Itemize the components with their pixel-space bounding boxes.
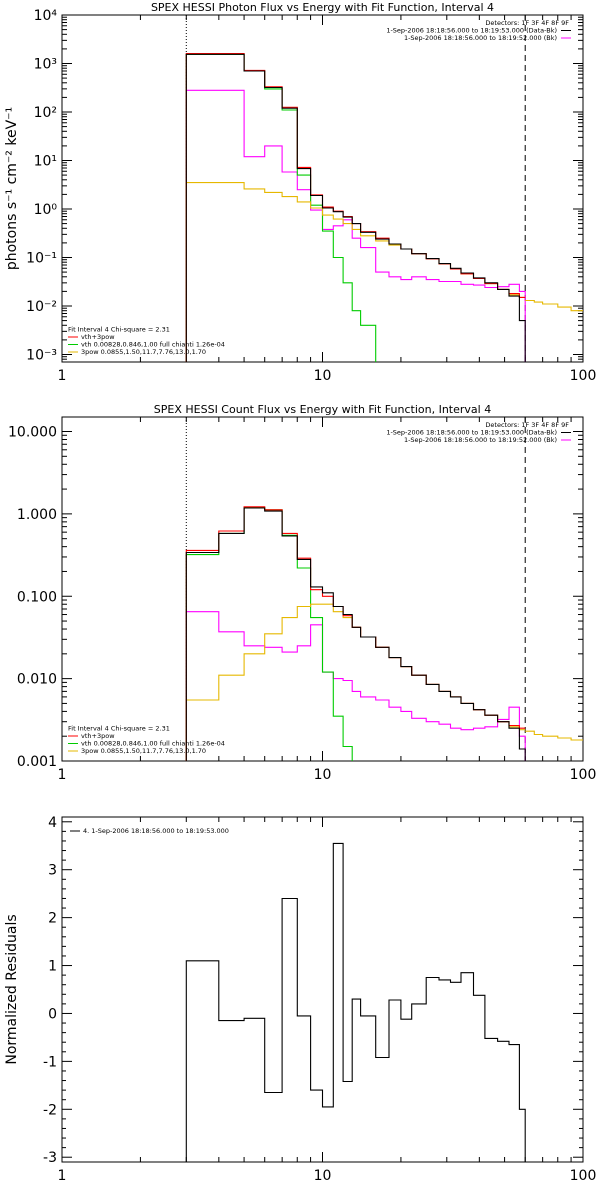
- series-data-bk: [185, 507, 526, 761]
- y-tick-label: -3: [43, 1150, 57, 1166]
- legend-entry-top-right: 1-Sep-2006 18:18:56.000 to 18:19:52.000 …: [404, 436, 557, 444]
- y-tick-label: 0.100: [17, 589, 57, 605]
- y-tick-label: 3: [48, 863, 57, 879]
- series-3pow-tail: [525, 299, 583, 312]
- series-3pow: [185, 603, 526, 761]
- legend-entry-top-right: Detectors: 1F 3F 4F 8F 9F: [485, 19, 569, 27]
- legend-entry-top-right: 1-Sep-2006 18:18:56.000 to 18:19:53.000 …: [386, 429, 557, 437]
- series-vth: [185, 53, 377, 362]
- legend-entry-bottom-left: 3pow 0.0855,1.50,11.7,7.76,13.0,1.70: [81, 747, 206, 755]
- x-tick-label: 1: [58, 767, 67, 783]
- y-tick-label: 0.001: [17, 754, 57, 770]
- x-tick-label: 10: [314, 1168, 332, 1184]
- legend-entry-bottom-left: vth+3pow: [81, 333, 115, 341]
- x-tick-label: 100: [570, 368, 597, 384]
- chart-title: SPEX HESSI Count Flux vs Energy with Fit…: [154, 403, 491, 416]
- data-series-group: [185, 506, 583, 761]
- y-tick-label: 4: [48, 815, 57, 831]
- series-bk: [185, 611, 526, 761]
- plot-frame: [61, 816, 584, 1163]
- series-data-bk: [185, 53, 526, 362]
- series-3pow: [185, 182, 526, 362]
- legend-entry-bottom-left: vth 0.00828,0.846,1.00 full chianti 1.26…: [81, 341, 225, 349]
- y-tick-label: -1: [43, 1054, 57, 1070]
- y-tick-label: -2: [43, 1102, 57, 1118]
- data-series-group: [185, 842, 526, 1162]
- y-tick-label: 10³: [34, 56, 57, 72]
- y-axis-label: photons s⁻¹ cm⁻² keV⁻¹: [4, 107, 20, 270]
- data-series-group: [185, 53, 583, 362]
- panel-1: SPEX HESSI Photon Flux vs Energy with Fi…: [4, 1, 596, 384]
- chart-title: SPEX HESSI Photon Flux vs Energy with Fi…: [151, 1, 494, 14]
- y-tick-label: 1: [48, 959, 57, 975]
- x-tick-label: 1: [58, 1168, 67, 1184]
- legend-entry-bottom-left: Fit Interval 4 Chi-square = 2.31: [68, 326, 170, 334]
- plot-frame: [61, 14, 584, 363]
- y-tick-label: 10²: [34, 105, 57, 121]
- legend-entry-top-right: 1-Sep-2006 18:18:56.000 to 18:19:53.000 …: [386, 27, 557, 35]
- panel-3: 1 10 100 -3 -2 -1 0 1 2 3 4 Normalized Residuals 4. …: [4, 815, 596, 1184]
- y-tick-label: 2: [48, 911, 57, 927]
- x-tick-label: 100: [570, 767, 597, 783]
- legend-entry-top-left: 4. 1-Sep-2006 18:18:56.000 to 18:19:53.0…: [83, 827, 229, 835]
- legend-entry-bottom-left: Fit Interval 4 Chi-square = 2.31: [68, 725, 170, 733]
- y-tick-label: 1.000: [17, 507, 57, 523]
- legend-entry-bottom-left: vth+3pow: [81, 732, 115, 740]
- series-3pow-tail: [525, 730, 583, 741]
- legend-entry-bottom-left: 3pow 0.0855,1.50,11.7,7.76,13.0,1.70: [81, 348, 206, 356]
- y-axis-label: Normalized Residuals: [4, 914, 20, 1064]
- y-tick-label: 10⁻²: [26, 299, 57, 315]
- x-tick-label: 1: [58, 368, 67, 384]
- y-tick-label: 10⁻³: [26, 347, 57, 363]
- x-tick-label: 10: [314, 767, 332, 783]
- y-tick-label: 0: [48, 1006, 57, 1022]
- legend-entry-top-right: Detectors: 1F 3F 4F 8F 9F: [485, 421, 569, 429]
- series-vth-3pow: [185, 506, 526, 761]
- series-bk: [185, 89, 526, 362]
- series-4: [185, 842, 526, 1162]
- x-tick-label: 100: [570, 1168, 597, 1184]
- x-tick-label: 10: [314, 368, 332, 384]
- legend-entry-bottom-left: vth 0.00828,0.846,1.00 full chianti 1.26…: [81, 740, 225, 748]
- series-vth: [185, 506, 353, 761]
- legend-entry-top-right: 1-Sep-2006 18:18:56.000 to 18:19:52.000 …: [404, 34, 557, 42]
- series-vth-3pow: [185, 53, 526, 362]
- y-tick-label: 10⁰: [34, 202, 58, 218]
- y-tick-label: 0.010: [17, 672, 57, 688]
- y-tick-label: 10¹: [34, 153, 57, 169]
- y-tick-label: 10⁴: [34, 8, 58, 24]
- y-tick-label: 10⁻¹: [26, 250, 57, 266]
- y-tick-label: 10.000: [8, 425, 57, 441]
- panel-2: SPEX HESSI Count Flux vs Energy with Fit…: [8, 403, 596, 783]
